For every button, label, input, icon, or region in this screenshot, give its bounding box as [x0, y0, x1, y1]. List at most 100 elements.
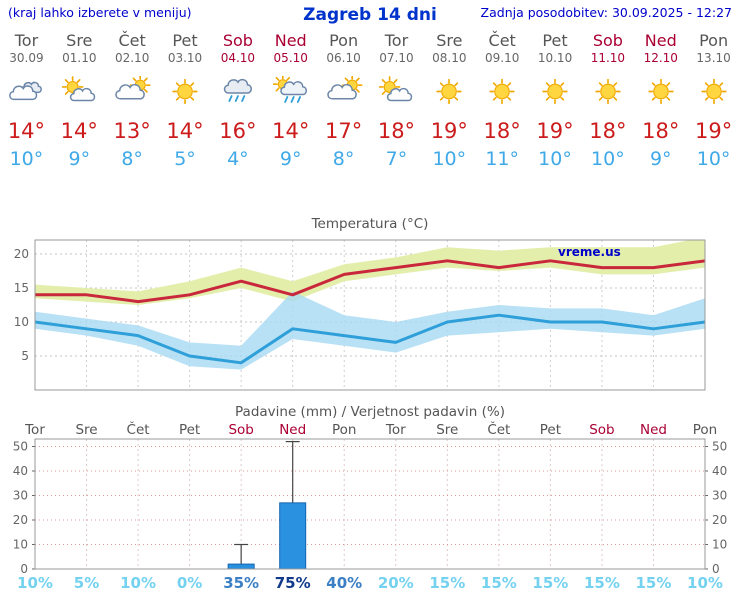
day-max-temp: 17° — [324, 119, 363, 143]
forecast-days-row: Tor 30.09 14° 10° Sre 01.10 14° 9° Čet 02.10 13° 8°… — [0, 27, 740, 172]
precip-day-label: Sre — [75, 422, 97, 438]
day-column[interactable]: Sob 11.10 18° 10° — [581, 27, 634, 172]
weather-icon-sunny-glyph — [648, 78, 674, 104]
weather-icon-mostly-cloudy — [317, 68, 370, 114]
weather-icon-partly-cloudy-glyph — [379, 75, 416, 107]
weather-icon-mostly-cloudy-glyph — [112, 75, 151, 107]
day-name: Pon — [329, 31, 359, 50]
day-date: 11.10 — [590, 51, 626, 65]
weather-icon-rain-sun — [264, 68, 317, 114]
precip-day-label: Pon — [332, 422, 356, 438]
day-max-temp: 18° — [642, 119, 680, 143]
day-column[interactable]: Tor 07.10 18° 7° — [370, 27, 423, 172]
day-max-temp: 16° — [219, 119, 257, 143]
precip-probability-label: 20% — [378, 574, 414, 592]
day-name: Sob — [222, 31, 253, 50]
day-column[interactable]: Sre 08.10 19° 10° — [423, 27, 476, 172]
day-name: Sob — [592, 31, 623, 50]
day-min-temp: 5° — [174, 148, 196, 170]
precip-axis-label-right: 20 — [712, 513, 727, 527]
tmin-range-band — [35, 291, 705, 370]
weather-icon-sunny-glyph — [542, 78, 568, 104]
weather-icon-mostly-cloudy-glyph — [324, 75, 363, 107]
precip-day-label: Pet — [540, 422, 561, 438]
day-max-temp: 13° — [113, 119, 151, 143]
day-column[interactable]: Pet 03.10 14° 5° — [159, 27, 212, 172]
day-column[interactable]: Tor 30.09 14° 10° — [0, 27, 53, 172]
day-column[interactable]: Pon 13.10 19° 10° — [687, 27, 740, 172]
precip-probability-label: 40% — [326, 574, 362, 592]
day-max-temp: 14° — [272, 119, 310, 143]
day-min-temp: 10° — [9, 148, 44, 170]
precip-probability-label: 15% — [636, 574, 672, 592]
precip-probability-label: 75% — [275, 574, 311, 592]
day-column[interactable]: Sre 01.10 14° 9° — [53, 27, 106, 172]
day-date: 12.10 — [643, 51, 678, 65]
day-column[interactable]: Pon 06.10 17° 8° — [317, 27, 370, 172]
day-min-temp: 10° — [591, 148, 625, 170]
precip-probability-label: 15% — [584, 574, 620, 592]
day-max-temp: 18° — [377, 119, 416, 143]
day-name: Ned — [274, 31, 307, 50]
precip-axis-label-left: 40 — [13, 464, 28, 478]
watermark: vreme.us — [558, 245, 621, 259]
header: (kraj lahko izberete v meniju) Zagreb 14… — [0, 0, 740, 25]
day-max-temp: 19° — [536, 119, 574, 143]
day-column[interactable]: Čet 09.10 18° 11° — [476, 27, 529, 172]
temperature-chart: 5 10 15 20 vreme.us — [14, 239, 706, 391]
location-menu-hint: (kraj lahko izberete v meniju) — [8, 5, 192, 20]
day-name: Čet — [488, 31, 516, 50]
day-column[interactable]: Pet 10.10 19° 10° — [529, 27, 582, 172]
page-title: Zagreb 14 dni — [303, 5, 437, 25]
weather-icon-sunny — [476, 68, 529, 114]
temp-axis-label: 20 — [14, 247, 29, 261]
precip-axis-label-right: 10 — [712, 538, 727, 552]
day-name: Sre — [66, 31, 93, 50]
weather-icon-partly-cloudy — [370, 68, 423, 114]
day-min-temp: 10° — [538, 148, 572, 170]
temp-axis-label: 5 — [21, 349, 29, 363]
weather-icon-cloudy-glyph — [6, 76, 46, 107]
precip-probability-label: 5% — [74, 574, 99, 592]
weather-icon-sunny-glyph — [172, 78, 198, 104]
day-name: Čet — [118, 31, 146, 50]
day-max-temp: 18° — [589, 119, 627, 143]
weather-icon-sunny — [581, 68, 634, 114]
day-column[interactable]: Ned 12.10 18° 9° — [634, 27, 687, 172]
day-min-temp: 4° — [227, 148, 249, 170]
precip-day-label: Čet — [487, 420, 510, 438]
day-date: 01.10 — [62, 51, 97, 65]
precip-probability-label: 15% — [481, 574, 517, 592]
tmin-line — [35, 313, 705, 365]
precip-probability-label: 15% — [532, 574, 568, 592]
day-max-temp: 14° — [60, 119, 98, 143]
day-max-temp: 19° — [694, 119, 733, 143]
day-max-temp: 18° — [483, 119, 521, 143]
weather-icon-sunny — [634, 68, 687, 114]
precip-probability-label: 10% — [17, 574, 53, 592]
weather-icon-sunny-glyph — [700, 78, 727, 104]
day-column[interactable]: Ned 05.10 14° 9° — [264, 27, 317, 172]
day-column[interactable]: Čet 02.10 13° 8° — [106, 27, 159, 172]
day-min-temp: 9° — [68, 148, 91, 170]
weather-icon-sunny — [423, 68, 476, 114]
day-max-temp: 14° — [166, 119, 204, 143]
day-min-temp: 8° — [121, 148, 143, 170]
weather-icon-sunny-glyph — [595, 78, 621, 104]
weather-icon-rain-glyph — [218, 76, 258, 102]
precip-day-label: Sob — [228, 422, 253, 438]
precip-day-label: Pet — [179, 422, 200, 438]
day-column[interactable]: Sob 04.10 16° 4° — [211, 27, 264, 172]
temp-axis-label: 10 — [14, 315, 29, 329]
precip-day-label: Ned — [640, 422, 667, 438]
precip-probability-label: 10% — [120, 574, 156, 592]
precip-day-label: Čet — [127, 420, 150, 438]
day-date: 08.10 — [432, 51, 467, 65]
weather-icon-sunny-glyph — [489, 78, 515, 104]
precip-day-label: Tor — [385, 422, 406, 438]
temp-axis-label: 15 — [14, 281, 29, 295]
temperature-chart-title: Temperatura (°C) — [311, 216, 429, 232]
weather-icon-sunny — [687, 68, 740, 114]
day-min-temp: 9° — [649, 148, 672, 170]
precip-probability-label: 15% — [429, 574, 465, 592]
